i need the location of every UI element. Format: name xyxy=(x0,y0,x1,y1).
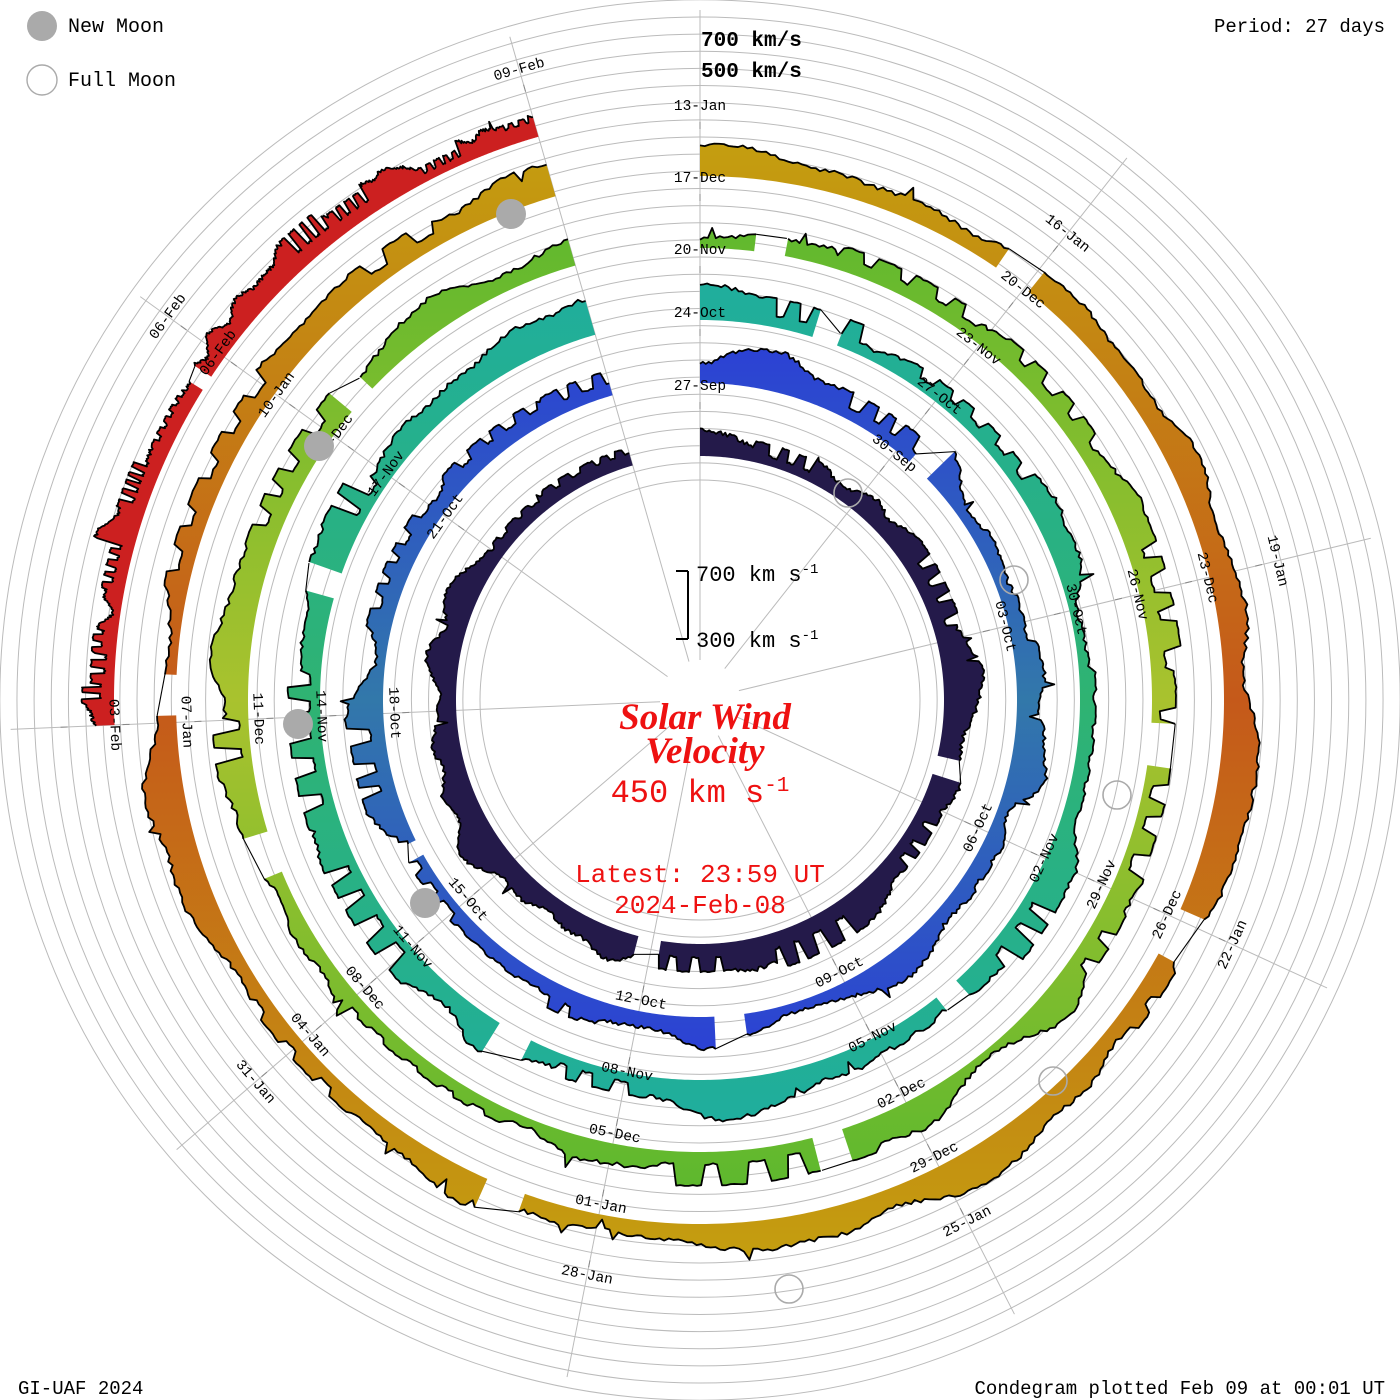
svg-text:25-Jan: 25-Jan xyxy=(941,1203,995,1241)
svg-text:20-Nov: 20-Nov xyxy=(674,243,727,259)
svg-text:22-Jan: 22-Jan xyxy=(1215,918,1251,972)
svg-text:Period: 27 days: Period: 27 days xyxy=(1214,16,1385,38)
svg-text:19-Jan: 19-Jan xyxy=(1263,534,1291,589)
svg-text:450 km s-1: 450 km s-1 xyxy=(611,775,790,813)
svg-text:Condegram plotted Feb 09 at 00: Condegram plotted Feb 09 at 00:01 UT xyxy=(975,1378,1385,1400)
svg-text:Velocity: Velocity xyxy=(645,731,765,772)
svg-text:11-Dec: 11-Dec xyxy=(248,692,266,745)
svg-text:16-Jan: 16-Jan xyxy=(1041,212,1092,257)
svg-text:07-Jan: 07-Jan xyxy=(176,696,194,749)
svg-text:03-Feb: 03-Feb xyxy=(104,699,122,752)
svg-text:30-Oct: 30-Oct xyxy=(1061,582,1089,637)
svg-text:13-Jan: 13-Jan xyxy=(674,99,726,115)
svg-text:New Moon: New Moon xyxy=(68,16,164,39)
svg-text:24-Oct: 24-Oct xyxy=(674,306,726,322)
svg-text:27-Sep: 27-Sep xyxy=(674,379,726,395)
svg-text:Full Moon: Full Moon xyxy=(68,70,176,93)
svg-text:500 km/s: 500 km/s xyxy=(701,61,802,84)
svg-text:17-Dec: 17-Dec xyxy=(674,171,726,187)
svg-text:700 km/s: 700 km/s xyxy=(701,30,802,53)
svg-text:18-Oct: 18-Oct xyxy=(384,687,402,740)
svg-text:GI-UAF 2024: GI-UAF 2024 xyxy=(18,1378,143,1400)
svg-text:14-Nov: 14-Nov xyxy=(311,690,329,743)
svg-text:28-Jan: 28-Jan xyxy=(560,1263,614,1289)
svg-text:26-Dec: 26-Dec xyxy=(1150,888,1186,942)
svg-text:300 km s-1: 300 km s-1 xyxy=(696,628,818,654)
svg-text:09-Feb: 09-Feb xyxy=(492,55,547,85)
svg-text:Latest: 23:59 UT: Latest: 23:59 UT xyxy=(575,860,825,890)
svg-text:700 km s-1: 700 km s-1 xyxy=(696,562,818,588)
svg-text:2024-Feb-08: 2024-Feb-08 xyxy=(614,891,786,921)
